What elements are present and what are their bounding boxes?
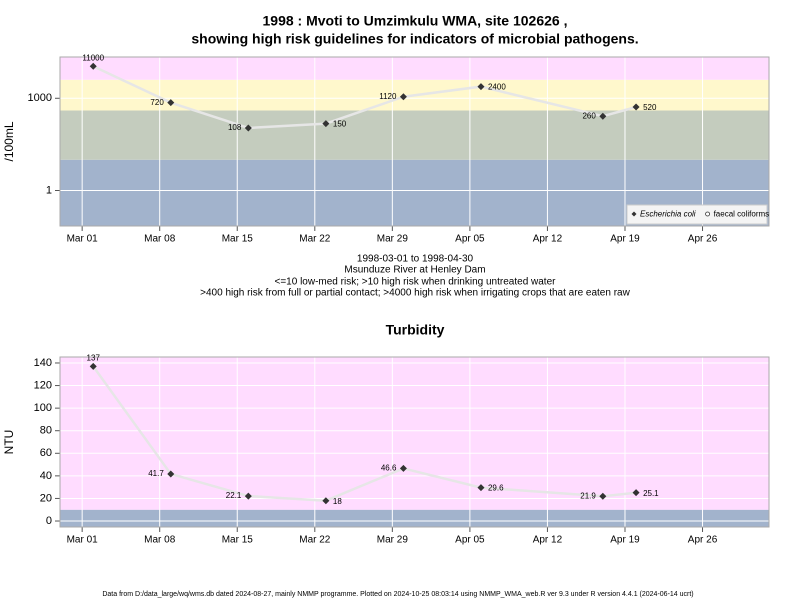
y-axis-label: /100mL bbox=[2, 121, 16, 161]
legend-marker bbox=[631, 211, 637, 217]
data-point bbox=[322, 497, 330, 505]
y-tick-label: 60 bbox=[40, 447, 52, 459]
x-tick-label: Mar 22 bbox=[299, 535, 331, 546]
data-label: 720 bbox=[150, 98, 164, 107]
x-tick-label: Apr 05 bbox=[455, 535, 485, 546]
data-label: 41.7 bbox=[148, 469, 164, 478]
risk-band bbox=[60, 57, 769, 80]
data-label: 137 bbox=[87, 353, 101, 362]
data-point bbox=[599, 492, 607, 500]
data-label: 18 bbox=[333, 497, 342, 506]
subtitle: >400 high risk from full or partial cont… bbox=[200, 288, 630, 299]
data-label: 260 bbox=[582, 111, 596, 120]
data-point bbox=[477, 83, 485, 91]
data-point bbox=[399, 93, 407, 101]
plot-frame bbox=[59, 356, 770, 528]
x-tick-label: Mar 22 bbox=[299, 234, 331, 245]
y-tick-label: 100 bbox=[34, 402, 52, 414]
x-tick-label: Mar 15 bbox=[222, 234, 254, 245]
x-tick-label: Mar 08 bbox=[144, 234, 176, 245]
data-label: 520 bbox=[643, 103, 657, 112]
x-tick-label: Mar 08 bbox=[144, 535, 176, 546]
risk-band bbox=[60, 509, 769, 527]
data-label: 11000 bbox=[82, 53, 104, 62]
data-point bbox=[477, 484, 485, 492]
x-tick-label: Mar 29 bbox=[377, 535, 409, 546]
x-tick-label: Mar 15 bbox=[222, 535, 254, 546]
data-point bbox=[599, 112, 607, 120]
data-label: 22.1 bbox=[226, 491, 242, 500]
x-tick-label: Apr 19 bbox=[610, 234, 640, 245]
x-tick-label: Mar 29 bbox=[377, 234, 409, 245]
chart-title: showing high risk guidelines for indicat… bbox=[191, 31, 638, 47]
data-label: 1120 bbox=[379, 92, 397, 101]
series-line bbox=[92, 65, 637, 130]
chart-title: 1998 : Mvoti to Umzimkulu WMA, site 1026… bbox=[263, 13, 568, 29]
footer: Data from D:/data_large/wq/wms.db dated … bbox=[102, 591, 693, 598]
data-point bbox=[244, 492, 252, 500]
data-label: 21.9 bbox=[580, 491, 596, 500]
subtitle: Msunduze River at Henley Dam bbox=[344, 265, 485, 276]
data-point bbox=[399, 464, 407, 472]
data-point bbox=[244, 124, 252, 132]
data-point bbox=[322, 120, 330, 128]
x-tick-label: Apr 05 bbox=[455, 234, 485, 245]
data-label: 46.6 bbox=[381, 464, 397, 473]
plot-frame bbox=[59, 56, 770, 227]
y-tick-label: 40 bbox=[40, 470, 52, 482]
data-label: 2400 bbox=[488, 83, 506, 92]
x-tick-label: Mar 01 bbox=[67, 234, 99, 245]
data-label: 25.1 bbox=[643, 489, 659, 498]
subtitle: <=10 low-med risk; >10 high risk when dr… bbox=[275, 277, 557, 288]
y-tick-label: 120 bbox=[34, 379, 52, 391]
y-tick-label: 80 bbox=[40, 425, 52, 437]
x-tick-label: Apr 26 bbox=[688, 535, 718, 546]
y-tick-label: 20 bbox=[40, 492, 52, 504]
x-tick-label: Mar 01 bbox=[67, 535, 99, 546]
legend-marker bbox=[705, 211, 710, 217]
legend-box bbox=[626, 204, 768, 225]
series-line bbox=[92, 365, 637, 502]
data-label: 108 bbox=[228, 123, 242, 132]
x-tick-label: Apr 26 bbox=[688, 234, 718, 245]
legend-label: Escherichia coli bbox=[640, 210, 696, 219]
y-tick-label: 1000 bbox=[28, 92, 52, 104]
x-tick-label: Apr 12 bbox=[533, 234, 563, 245]
data-label: 150 bbox=[333, 120, 347, 129]
risk-band bbox=[60, 357, 769, 510]
data-point bbox=[167, 470, 175, 478]
y-axis-label: NTU bbox=[2, 430, 16, 455]
data-point bbox=[89, 362, 97, 370]
subtitle: 1998-03-01 to 1998-04-30 bbox=[357, 254, 474, 265]
chart-title: Turbidity bbox=[386, 322, 445, 338]
data-label: 29.6 bbox=[488, 484, 504, 493]
legend-label: faecal coliforms bbox=[714, 210, 770, 219]
data-point bbox=[632, 103, 640, 111]
data-point bbox=[167, 99, 175, 107]
x-tick-label: Apr 12 bbox=[533, 535, 563, 546]
x-tick-label: Apr 19 bbox=[610, 535, 640, 546]
data-point bbox=[89, 62, 97, 70]
y-tick-label: 1 bbox=[46, 184, 52, 196]
risk-band bbox=[60, 110, 769, 160]
data-point bbox=[632, 489, 640, 497]
y-tick-label: 0 bbox=[46, 515, 52, 527]
y-tick-label: 140 bbox=[34, 357, 52, 369]
